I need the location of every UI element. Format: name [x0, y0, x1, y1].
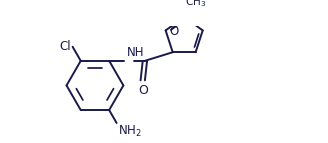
Text: NH$_2$: NH$_2$	[118, 124, 142, 139]
Text: CH$_3$: CH$_3$	[185, 0, 206, 9]
Text: O: O	[138, 84, 148, 97]
Text: NH: NH	[127, 46, 144, 59]
Text: Cl: Cl	[59, 40, 71, 53]
Text: O: O	[169, 25, 178, 38]
